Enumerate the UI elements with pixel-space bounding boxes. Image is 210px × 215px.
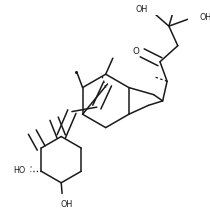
Text: O: O — [133, 47, 139, 55]
Text: OH: OH — [60, 200, 73, 209]
Text: OH: OH — [135, 5, 147, 14]
Text: HO: HO — [13, 166, 25, 175]
Text: ': ' — [29, 165, 32, 171]
Text: OH: OH — [199, 13, 210, 22]
